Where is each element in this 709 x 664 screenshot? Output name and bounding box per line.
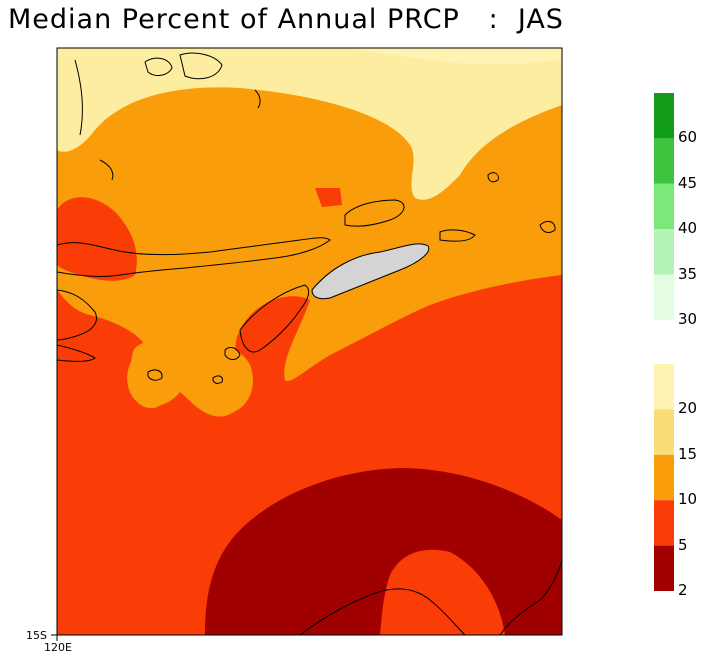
region-orange-blob-right [187, 344, 253, 416]
legend-top-label-4: 30 [678, 310, 698, 328]
legend-bottom-label-1: 15 [678, 444, 698, 463]
map-frame [56, 47, 563, 636]
legend-top-label-0: 60 [678, 128, 698, 147]
coastlines [57, 52, 562, 635]
legend-top-label-2: 40 [678, 219, 698, 238]
legend-bottom-label-0: 20 [678, 399, 698, 418]
land-timor-fill [312, 243, 429, 299]
region-orange-blob-left [129, 340, 182, 409]
chart-title: Median Percent of Annual PRCP : JAS [8, 4, 564, 35]
lon-tick-label: 120E [44, 641, 72, 654]
region-red-patch [315, 188, 342, 207]
region-red-west [57, 197, 137, 281]
lat-tick-label: 15S [26, 629, 47, 642]
region-pale-north [57, 48, 562, 200]
region-red-south [395, 564, 500, 635]
legend-bottom-label-3: 5 [678, 535, 688, 554]
legend-top-label-3: 35 [678, 264, 698, 283]
region-dark-south [205, 468, 562, 635]
legend-bottom-label-2: 10 [678, 490, 698, 509]
legend-bottom-label-4: 2 [678, 581, 688, 599]
legend-top-label-1: 45 [678, 173, 698, 192]
region-palest-north [350, 48, 562, 65]
